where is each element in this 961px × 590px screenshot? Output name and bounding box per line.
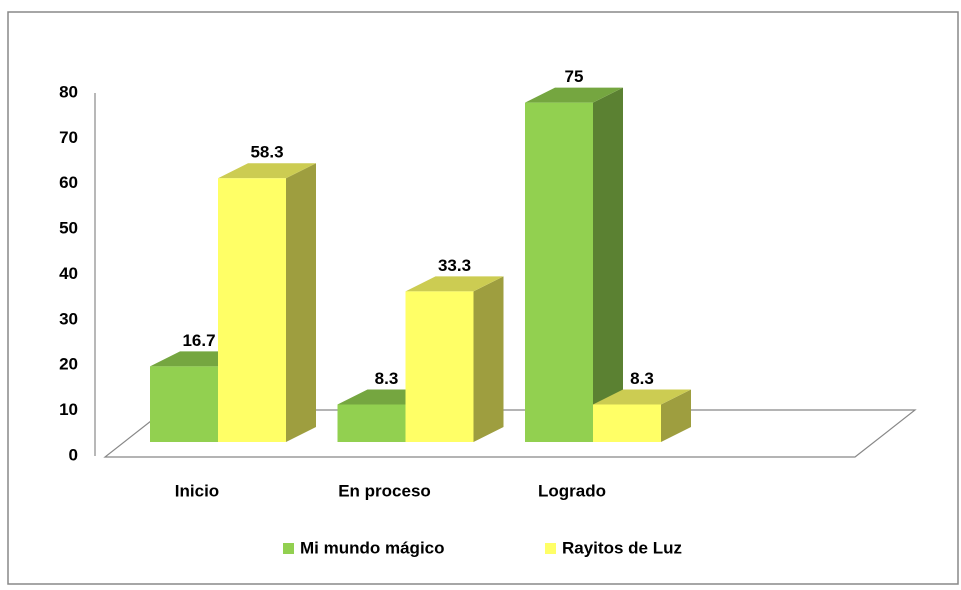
data-label: 16.7 xyxy=(182,331,215,350)
data-label: 58.3 xyxy=(250,143,283,162)
y-tick-label: 40 xyxy=(59,264,78,283)
y-tick-label: 80 xyxy=(59,82,78,101)
y-tick-label: 60 xyxy=(59,173,78,192)
bar-top xyxy=(525,87,623,103)
bar-side xyxy=(286,163,316,442)
x-tick-label: En proceso xyxy=(338,481,431,500)
y-tick-label: 50 xyxy=(59,219,78,238)
legend-label: Rayitos de Luz xyxy=(562,538,682,557)
bar-side xyxy=(593,87,623,442)
y-tick-label: 30 xyxy=(59,309,78,328)
bar-front xyxy=(593,404,661,442)
bar xyxy=(405,276,504,442)
legend-swatch xyxy=(545,543,556,554)
bar-top xyxy=(593,389,691,405)
y-tick-label: 70 xyxy=(59,128,78,147)
x-tick-label: Logrado xyxy=(538,481,606,500)
bar-front xyxy=(525,102,593,442)
floor xyxy=(103,409,917,458)
y-tick-label: 0 xyxy=(69,445,78,464)
bar-front xyxy=(218,178,286,442)
bar-top xyxy=(218,163,316,179)
data-label: 8.3 xyxy=(630,369,654,388)
legend-swatch xyxy=(283,543,294,554)
legend-label: Mi mundo mágico xyxy=(300,538,445,557)
bar-side xyxy=(473,276,504,442)
bar-top xyxy=(405,276,504,292)
data-label: 8.3 xyxy=(375,369,399,388)
bar xyxy=(593,389,691,442)
y-tick-label: 20 xyxy=(59,355,78,374)
bar-front xyxy=(405,291,474,442)
x-tick-label: Inicio xyxy=(175,481,219,500)
bar-side xyxy=(661,389,691,442)
y-tick-label: 10 xyxy=(59,400,78,419)
data-label: 33.3 xyxy=(438,256,471,275)
bar-front xyxy=(337,404,406,442)
bar xyxy=(218,163,316,442)
bar-front xyxy=(150,366,218,442)
bar xyxy=(525,87,623,442)
data-label: 75 xyxy=(565,67,584,86)
